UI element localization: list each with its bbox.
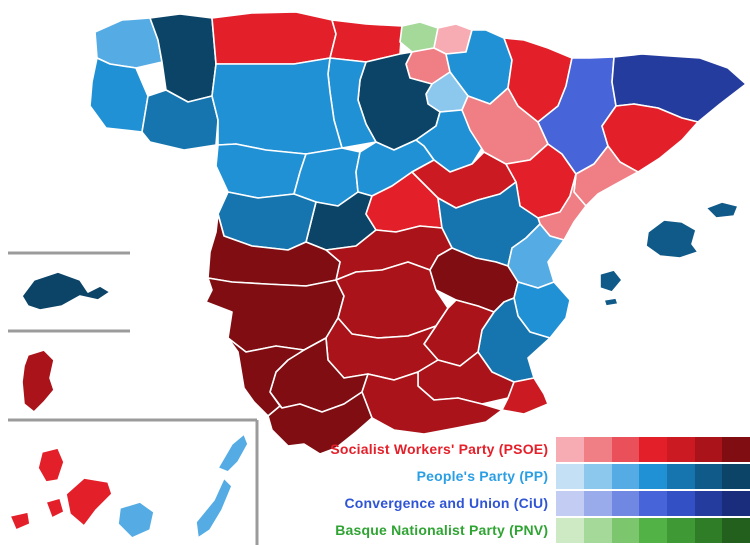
region-mallorca: [645, 219, 699, 259]
legend-swatch-psoe: [694, 436, 723, 462]
legend-swatch-ciu: [611, 490, 640, 516]
legend-swatch-pnv: [666, 517, 695, 543]
legend-swatch-psoe: [556, 436, 584, 462]
region-cadiz: [267, 391, 373, 455]
legend-swatch-ciu: [694, 490, 723, 516]
region-melilla: [21, 349, 55, 413]
region-barcelona: [601, 103, 699, 173]
region-menorca: [705, 201, 739, 219]
region-huelva: [227, 337, 305, 417]
legend-swatch-ciu: [722, 490, 750, 516]
legend-swatch-ciu: [583, 490, 612, 516]
legend-label-ciu: Convergence and Union (CiU): [344, 495, 549, 511]
legend-label-psoe: Socialist Workers' Party (PSOE): [330, 441, 549, 457]
legend-swatch-psoe: [722, 436, 750, 462]
legend-ramp-psoe: [556, 436, 750, 462]
legend-row-psoe: Socialist Workers' Party (PSOE): [330, 436, 750, 462]
legend-swatch-psoe: [611, 436, 640, 462]
legend-ramp-pp: [556, 463, 750, 489]
legend-swatch-pnv: [583, 517, 612, 543]
region-la-palma: [37, 447, 65, 483]
region-fuerteventura: [195, 477, 233, 539]
legend-swatch-pnv: [722, 517, 750, 543]
legend-label-pp: People's Party (PP): [416, 468, 549, 484]
legend-swatch-pp: [556, 463, 584, 489]
legend-swatch-pp: [583, 463, 612, 489]
legend-swatch-ciu: [556, 490, 584, 516]
region-almeria: [501, 377, 549, 415]
legend-swatch-pp: [694, 463, 723, 489]
legend-swatch-pp: [666, 463, 695, 489]
legend-row-pnv: Basque Nationalist Party (PNV): [330, 517, 750, 543]
legend-swatch-ciu: [666, 490, 695, 516]
legend-swatch-psoe: [666, 436, 695, 462]
region-malaga: [361, 371, 503, 435]
region-ourense: [141, 89, 219, 151]
region-asturias: [211, 11, 337, 65]
legend-label-pnv: Basque Nationalist Party (PNV): [335, 522, 549, 538]
region-gran-canaria: [117, 501, 155, 539]
legend-swatch-pnv: [694, 517, 723, 543]
region-leon: [211, 57, 343, 155]
legend-swatch-pnv: [556, 517, 584, 543]
legend: Socialist Workers' Party (PSOE) People's…: [330, 435, 750, 543]
legend-swatch-pnv: [611, 517, 640, 543]
region-tenerife: [65, 477, 113, 527]
legend-swatch-pp: [639, 463, 667, 489]
legend-swatch-pnv: [639, 517, 667, 543]
legend-swatch-psoe: [583, 436, 612, 462]
region-tarragona: [573, 145, 639, 207]
legend-swatch-psoe: [639, 436, 667, 462]
region-lanzarote: [217, 433, 249, 473]
legend-row-pp: People's Party (PP): [330, 463, 750, 489]
legend-swatch-ciu: [639, 490, 667, 516]
region-la-gomera: [45, 497, 65, 519]
region-ceuta: [21, 271, 111, 311]
region-zamora: [215, 143, 307, 199]
legend-swatch-pp: [611, 463, 640, 489]
region-formentera: [603, 297, 619, 307]
region-pontevedra: [89, 57, 149, 133]
region-ibiza: [599, 269, 623, 293]
region-el-hierro: [9, 511, 31, 531]
legend-ramp-pnv: [556, 517, 750, 543]
legend-ramp-ciu: [556, 490, 750, 516]
legend-swatch-pp: [722, 463, 750, 489]
legend-row-ciu: Convergence and Union (CiU): [330, 490, 750, 516]
region-valencia: [507, 223, 565, 289]
